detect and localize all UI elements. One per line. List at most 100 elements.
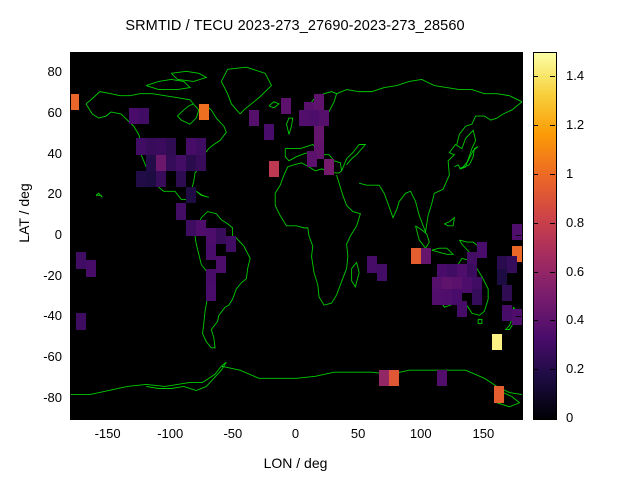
colorbar-tick	[550, 174, 555, 175]
heatmap-cell	[506, 256, 517, 273]
heatmap-cell	[146, 170, 157, 188]
heatmap-cell	[476, 242, 487, 259]
heatmap-cell	[496, 256, 507, 273]
coastline-path	[86, 104, 226, 200]
y-axis-tick	[70, 113, 75, 114]
chart-title: SRMTID / TECU 2023-273_27690-2023-273_28…	[125, 18, 465, 34]
y-axis-tick	[70, 235, 75, 236]
colorbar-tick	[550, 222, 555, 224]
coastline-path	[221, 67, 271, 114]
y-axis-tick-label: -80	[43, 389, 62, 405]
x-axis-title: LON / deg	[263, 455, 328, 471]
coastline-path	[171, 71, 206, 81]
heatmap-cell	[71, 93, 79, 110]
coastline-overlay	[71, 53, 522, 419]
coastline-path	[438, 258, 488, 315]
coastline-path	[444, 218, 454, 226]
heatmap-cell	[466, 264, 477, 281]
coastline-path	[146, 79, 190, 89]
heatmap-cell	[136, 138, 147, 155]
heatmap-cell	[146, 154, 157, 171]
colorbar-gradient	[534, 53, 556, 419]
x-axis-tick	[107, 52, 109, 57]
coastline-path	[342, 145, 366, 171]
y-axis-tick	[70, 357, 75, 358]
x-axis-tick	[232, 413, 234, 418]
heatmap-cell	[138, 107, 149, 125]
colorbar-tick-label: 1	[566, 166, 574, 181]
heatmap-cell	[76, 252, 87, 269]
heatmap-cell	[263, 124, 274, 141]
colorbar-tick	[533, 369, 538, 371]
heatmap-cell	[431, 276, 442, 293]
heatmap-cell	[319, 109, 330, 127]
heatmap-cell	[196, 138, 207, 155]
x-axis-tick	[358, 413, 360, 418]
y-axis-tick	[516, 72, 521, 74]
heatmap-cell	[471, 276, 482, 293]
heatmap-cell	[451, 288, 462, 306]
x-axis-tick-label: 150	[472, 426, 495, 441]
heatmap-cell	[186, 187, 197, 204]
heatmap-cell	[186, 154, 197, 171]
heatmap-cell	[314, 93, 325, 110]
colorbar-tick	[533, 174, 538, 175]
heatmap-cell	[456, 264, 467, 281]
colorbar-tick	[533, 320, 538, 322]
x-axis-tick	[295, 413, 297, 418]
coastline-path	[86, 92, 199, 125]
heatmap-cell	[176, 203, 187, 220]
heatmap-cell	[451, 276, 462, 293]
colorbar-tick	[533, 418, 538, 419]
heatmap-cell	[309, 109, 320, 127]
x-axis-tick-label: -50	[223, 426, 243, 441]
x-axis-tick	[170, 52, 172, 57]
colorbar-tick	[550, 125, 555, 127]
heatmap-cell	[306, 150, 317, 167]
y-axis-tick	[70, 153, 75, 155]
heatmap-cell	[376, 264, 387, 281]
heatmap-cell	[511, 246, 522, 263]
x-axis-tick	[295, 52, 297, 57]
heatmap-cell	[281, 97, 292, 114]
heatmap-cell	[491, 333, 502, 350]
heatmap-cell	[446, 264, 457, 281]
colorbar-tick-label: 1.4	[566, 68, 585, 84]
heatmap-cell	[461, 276, 472, 293]
y-axis-tick	[516, 316, 521, 318]
heatmap-cell	[186, 219, 197, 236]
y-axis-tick	[516, 113, 521, 114]
heatmap-cell	[436, 264, 447, 281]
coastline-path	[352, 262, 360, 286]
heatmap-cell	[196, 154, 207, 171]
x-axis-tick	[232, 52, 234, 57]
x-axis-tick	[483, 413, 485, 418]
heatmap-cell	[128, 107, 139, 125]
plot-area	[70, 52, 523, 420]
x-axis-tick	[170, 413, 172, 418]
heatmap-cells	[71, 53, 522, 419]
heatmap-cell	[176, 154, 187, 171]
heatmap-cell	[206, 268, 217, 285]
heatmap-cell	[216, 256, 227, 273]
heatmap-cell	[441, 288, 452, 306]
coastline-path	[478, 319, 482, 323]
coastline-path	[195, 212, 250, 348]
heatmap-cell	[501, 284, 512, 302]
colorbar-tick	[533, 125, 538, 127]
heatmap-cell	[196, 219, 207, 236]
y-axis-tick-label: 80	[47, 64, 62, 80]
heatmap-cell	[494, 386, 505, 403]
plot-inner	[71, 53, 522, 419]
heatmap-cell	[299, 109, 310, 127]
coastline-path	[416, 226, 430, 248]
heatmap-cell	[324, 158, 335, 175]
colorbar	[533, 52, 557, 420]
heatmap-cell	[156, 154, 167, 171]
heatmap-cell	[206, 227, 217, 245]
colorbar-tick	[550, 369, 555, 371]
colorbar-tick	[550, 418, 555, 419]
heatmap-cell	[166, 154, 177, 171]
y-axis-tick-label: 60	[47, 105, 62, 120]
heatmap-cell	[314, 126, 325, 143]
